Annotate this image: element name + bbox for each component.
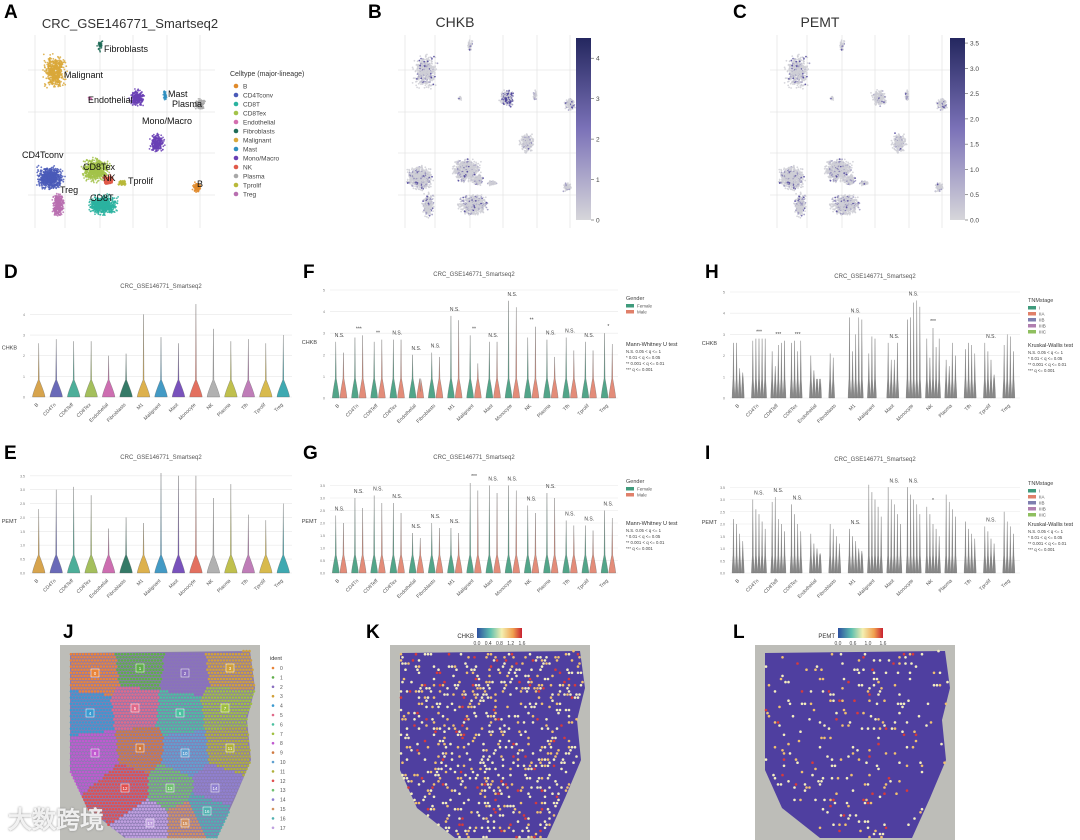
umap-point — [62, 66, 65, 69]
umap-point — [57, 59, 60, 62]
umap-point — [58, 84, 61, 87]
umap-point — [51, 83, 54, 86]
umap-point — [47, 73, 50, 76]
umap-point — [58, 58, 61, 60]
umap-point — [99, 45, 102, 48]
umap-point — [54, 79, 57, 81]
panel-label-f: F — [303, 262, 315, 283]
umap-point — [49, 56, 51, 59]
panel-label-i: I — [705, 443, 711, 464]
umap-point — [42, 76, 45, 78]
umap-point — [96, 45, 98, 47]
panel-label-c: C — [733, 2, 747, 23]
panel-label-b: B — [368, 2, 382, 23]
umap-point — [99, 42, 102, 45]
umap-point — [57, 83, 60, 86]
umap-point — [43, 64, 46, 67]
umap-point — [44, 66, 46, 69]
umap-point — [99, 47, 101, 49]
panel-label-e: E — [4, 443, 17, 464]
umap-point — [61, 76, 64, 79]
umap-point — [52, 82, 55, 85]
umap-point — [62, 59, 65, 61]
umap-title-c: PEMT — [800, 14, 840, 30]
umap-point — [66, 70, 68, 73]
umap-point — [64, 83, 67, 86]
umap-title-b: CHKB — [435, 14, 475, 30]
umap-point — [100, 47, 103, 49]
panel-label-h: H — [705, 262, 719, 283]
umap-point — [48, 83, 51, 86]
umap-points — [36, 40, 207, 217]
umap-point — [99, 50, 101, 53]
umap-point — [61, 84, 64, 87]
umap-point — [60, 80, 62, 83]
umap-point — [63, 60, 66, 62]
umap-point — [45, 71, 47, 74]
umap-point — [43, 83, 46, 85]
umap-point — [58, 81, 61, 84]
umap-point — [42, 69, 44, 71]
umap-point — [59, 83, 61, 86]
umap-point — [46, 86, 48, 89]
umap-point — [62, 61, 64, 64]
umap-point — [63, 68, 66, 71]
panel-label-a: A — [4, 2, 18, 23]
umap-point — [61, 75, 64, 78]
umap-point — [57, 56, 60, 59]
umap-point — [97, 48, 100, 51]
umap-point — [58, 61, 61, 63]
umap-point — [64, 72, 66, 74]
panel-label-l: L — [733, 622, 745, 643]
umap-point — [49, 76, 52, 79]
umap-point — [43, 59, 46, 62]
panel-label-k: K — [366, 622, 380, 643]
umap-point — [47, 75, 49, 78]
umap-point — [64, 61, 67, 64]
panel-label-d: D — [4, 262, 18, 283]
umap-point — [42, 53, 45, 56]
umap-point — [65, 65, 68, 68]
umap-point — [43, 85, 46, 87]
umap-title-a: CRC_GSE146771_Smartseq2 — [41, 16, 219, 31]
umap-point — [101, 40, 104, 43]
umap-point — [45, 77, 48, 80]
umap-point — [46, 61, 49, 64]
umap-point — [62, 82, 65, 85]
panel-label-j: J — [63, 622, 74, 643]
umap-celltype-plot: FibroblastsMalignantEndothelialMastPlasm… — [22, 35, 304, 228]
umap-point — [48, 60, 51, 63]
umap-point — [49, 54, 52, 56]
panel-label-g: G — [303, 443, 318, 464]
